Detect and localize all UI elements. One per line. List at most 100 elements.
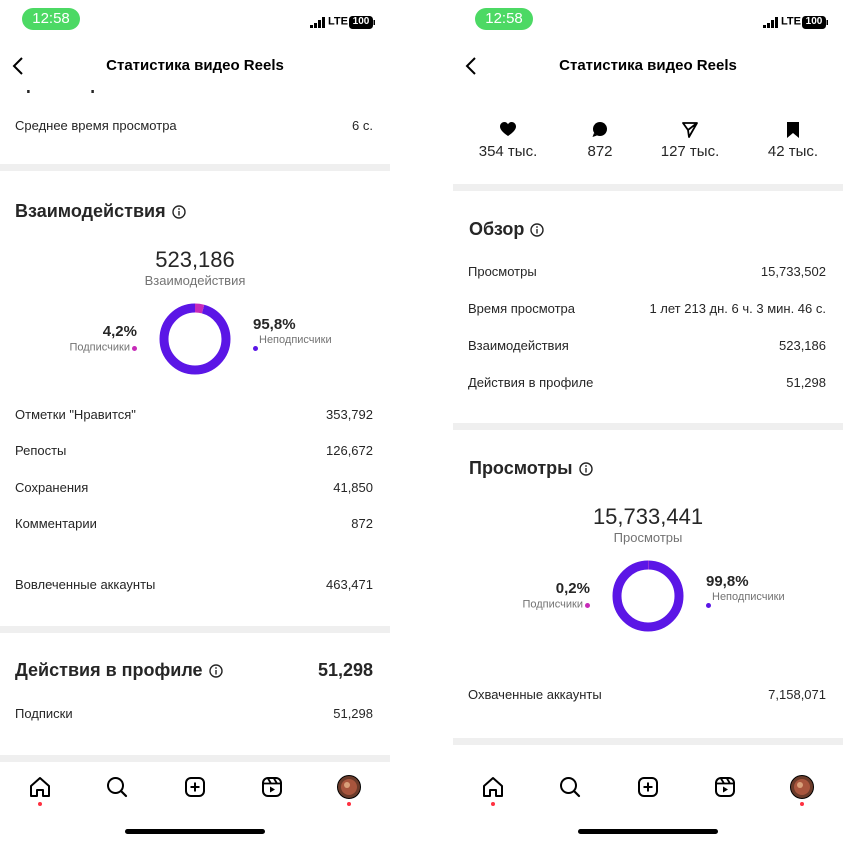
battery-icon xyxy=(349,15,375,29)
search-tab[interactable] xyxy=(105,775,129,799)
status-time: 12:58 xyxy=(32,10,70,27)
back-button xyxy=(465,57,476,75)
header-title: Статистика видео Reels xyxy=(106,57,284,74)
info-icon xyxy=(172,205,186,219)
home-tab[interactable] xyxy=(481,775,505,799)
legend-dot xyxy=(252,345,258,351)
row-value: 353,792 xyxy=(326,407,373,423)
row-value: 1 лет 213 дн. 6 ч. 3 мин. 46 с. xyxy=(649,301,826,317)
row-label: Комментарии xyxy=(15,516,97,532)
non-followers-share: 95,8% xyxy=(253,316,296,333)
screen: 8 октября 2024 г. · Продолжительность 0:… xyxy=(453,0,843,842)
status-battery: 100 xyxy=(352,16,370,27)
notification-dot xyxy=(38,802,42,806)
total: 523,186 xyxy=(155,246,235,272)
home-indicator xyxy=(578,828,718,834)
section-title: Взаимодействия xyxy=(15,201,166,222)
stat-count: 42 тыс. xyxy=(767,143,819,160)
signal-icon xyxy=(763,16,778,28)
non-followers-label: Неподписчики xyxy=(712,591,785,603)
status-battery: 100 xyxy=(805,16,823,27)
row-label: Сохранения xyxy=(15,480,89,496)
row-label: Репосты xyxy=(15,443,67,459)
row-label: Среднее время просмотра xyxy=(15,118,177,134)
profile-tab[interactable] xyxy=(337,775,361,799)
donut xyxy=(159,303,231,375)
screen: просмотрамин. 46 с.12:58LTE100Статистика… xyxy=(0,0,390,842)
section-total: 51,298 xyxy=(317,660,373,681)
followers-label: Подписчики xyxy=(69,341,130,354)
row-value: 463,471 xyxy=(326,577,373,593)
row-value: 523,186 xyxy=(779,338,826,354)
row-value: 872 xyxy=(351,516,373,532)
notification-dot xyxy=(347,802,351,806)
status-network: LTE xyxy=(328,15,348,28)
home-tab[interactable] xyxy=(28,775,52,799)
row-label: Взаимодействия xyxy=(468,338,569,354)
info-icon xyxy=(209,664,223,678)
stat-count: 872 xyxy=(587,143,613,160)
section-title: Просмотры xyxy=(469,458,573,479)
separator xyxy=(0,755,390,762)
create-tab[interactable] xyxy=(183,775,207,799)
separator xyxy=(453,184,843,191)
row-value: 51,298 xyxy=(786,375,826,391)
status-network: LTE xyxy=(781,15,801,28)
legend-dot xyxy=(131,345,137,351)
total-label: Взаимодействия xyxy=(144,273,246,289)
donut-segment xyxy=(159,303,231,375)
row-label: Подписки xyxy=(15,706,73,722)
section-title: Обзор xyxy=(469,219,525,240)
back-button xyxy=(12,57,23,75)
legend-dot xyxy=(705,602,711,608)
separator xyxy=(453,423,843,430)
total: 15,733,441 xyxy=(592,503,704,529)
notification-dot xyxy=(800,802,804,806)
row-label: Отметки "Нравится" xyxy=(15,407,136,423)
profile-tab[interactable] xyxy=(790,775,814,799)
followers-share: 0,2% xyxy=(555,580,590,597)
row-value: 41,850 xyxy=(333,480,373,496)
signal-icon xyxy=(310,16,325,28)
followers-label: Подписчики xyxy=(522,598,583,611)
time-pill xyxy=(22,8,80,30)
total-label: Просмотры xyxy=(613,530,683,546)
stat-icon xyxy=(592,122,607,137)
followers-share: 4,2% xyxy=(102,323,137,340)
home-indicator xyxy=(125,828,265,834)
create-tab[interactable] xyxy=(636,775,660,799)
stat-icon xyxy=(500,122,516,136)
row-value: 126,672 xyxy=(326,443,373,459)
time-pill xyxy=(475,8,533,30)
battery-icon xyxy=(802,15,828,29)
row-value: 7,158,071 xyxy=(768,687,826,703)
donut-segment xyxy=(159,303,231,375)
separator xyxy=(0,626,390,633)
reels-tab[interactable] xyxy=(713,775,737,799)
separator xyxy=(0,164,390,171)
info-icon xyxy=(530,223,544,237)
row-value: 51,298 xyxy=(333,706,373,722)
header-title: Статистика видео Reels xyxy=(559,57,737,74)
row-label: Время просмотра xyxy=(468,301,576,317)
donut-segment xyxy=(612,560,684,632)
stat-count: 354 тыс. xyxy=(478,143,538,160)
non-followers-label: Неподписчики xyxy=(259,334,332,346)
row-label: Действия в профиле xyxy=(468,375,594,391)
row-label: Просмотры xyxy=(468,264,537,280)
status-time: 12:58 xyxy=(485,10,523,27)
notification-dot xyxy=(491,802,495,806)
search-tab[interactable] xyxy=(558,775,582,799)
reels-tab[interactable] xyxy=(260,775,284,799)
row-label: Охваченные аккаунты xyxy=(468,687,602,703)
donut xyxy=(612,560,684,632)
section-title: Действия в профиле xyxy=(15,660,203,681)
stat-icon xyxy=(682,122,698,138)
donut-segment xyxy=(612,560,684,632)
separator xyxy=(453,738,843,745)
stat-count: 127 тыс. xyxy=(660,143,720,160)
row-value: 15,733,502 xyxy=(760,264,826,280)
legend-dot xyxy=(584,602,590,608)
row-value: 6 с. xyxy=(352,118,373,134)
